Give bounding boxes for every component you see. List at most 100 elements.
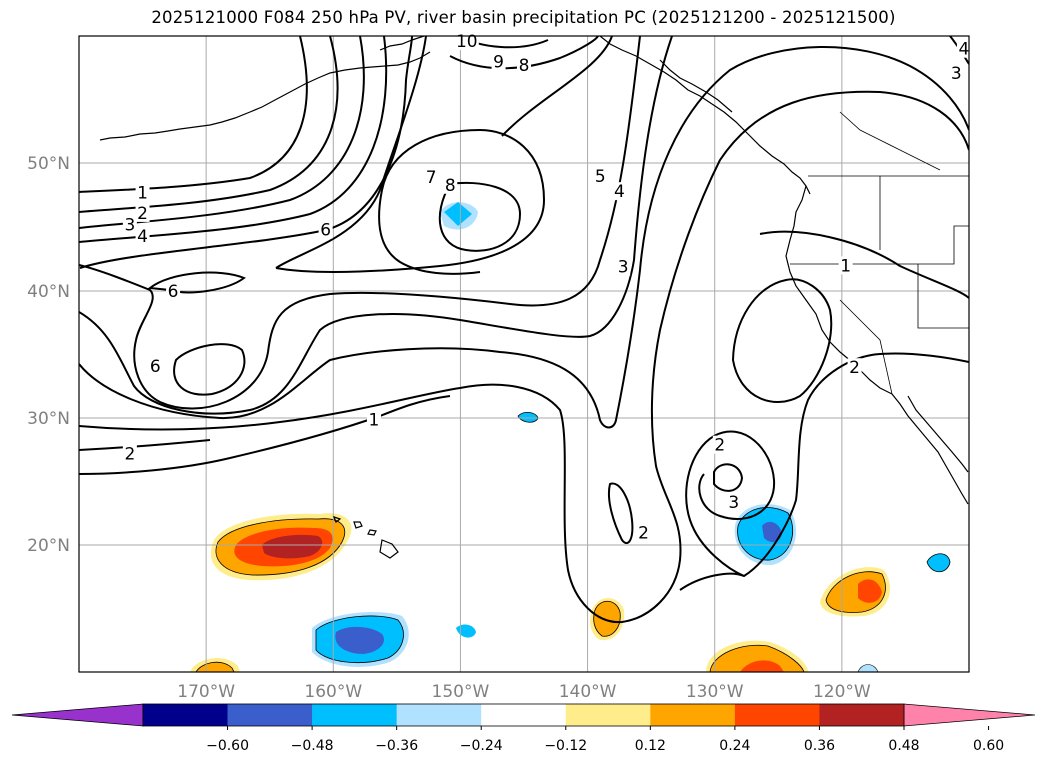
contour-label: 2 (714, 436, 725, 456)
colorbar-bin (312, 704, 397, 726)
precip-region (444, 202, 472, 226)
contour-label: 7 (426, 168, 437, 188)
colorbar-tick-label: 0.24 (719, 738, 750, 754)
contour-label-bg (135, 183, 150, 202)
precip-region (262, 534, 323, 559)
contour-label: 9 (493, 52, 504, 72)
contour-label: 5 (595, 167, 606, 187)
colorbar-tick-label: 0.12 (635, 738, 666, 754)
contour-label-bg (847, 358, 862, 377)
contour-label-bg (122, 215, 137, 234)
colorbar-tick-label: −0.48 (291, 738, 334, 754)
colorbar-tick-label: −0.24 (460, 738, 503, 754)
contour-label: 6 (150, 357, 161, 377)
contour-label: 8 (519, 56, 530, 76)
longitude-tick-labels: 170°W 160°W 150°W 140°W 130°W 120°W (177, 682, 871, 702)
colorbar-tick-label: −0.36 (375, 738, 418, 754)
lon-tick-label: 150°W (432, 682, 490, 702)
contour-label: 2 (638, 523, 649, 543)
contour-label: 3 (728, 493, 739, 513)
precip-region (926, 553, 951, 573)
precip-region (740, 660, 784, 672)
lon-tick-label: 130°W (686, 682, 744, 702)
colorbar-tick-label: 0.36 (804, 738, 835, 754)
contour-label-bg (712, 435, 727, 454)
colorbar-extend-low (11, 703, 144, 727)
gridlines (79, 36, 969, 672)
lon-tick-label: 140°W (559, 682, 617, 702)
contour-label: 2 (124, 445, 135, 465)
contour-label-bg (135, 226, 150, 245)
contour-label: 1 (840, 256, 851, 276)
map-frame (78, 35, 970, 673)
contour-label: 6 (320, 221, 331, 241)
colorbar-bin (143, 704, 228, 726)
contour-label: 3 (618, 258, 629, 278)
colorbar-bin (565, 704, 651, 726)
lat-tick-label: 40°N (27, 282, 70, 302)
colorbar-tick-label: −0.12 (544, 738, 587, 754)
contour-label-bg (517, 56, 531, 75)
precip-region (335, 626, 384, 654)
precip-region (195, 661, 235, 672)
contour-label-bg (366, 410, 381, 429)
precip-region (456, 624, 476, 638)
contour-label-bg (148, 356, 163, 375)
contour-label: 8 (445, 176, 456, 196)
colorbar-tick-label: 0.48 (888, 738, 919, 754)
lon-tick-label: 170°W (177, 682, 235, 702)
contour-label: 2 (137, 204, 148, 224)
contour-label: 4 (614, 182, 625, 202)
contour-label: 3 (124, 215, 135, 235)
contour-label-bg (616, 257, 631, 276)
precip-region (517, 412, 539, 423)
colorbar-bin (734, 704, 820, 726)
colorbar-bin (227, 704, 313, 726)
contour-label: 6 (168, 282, 179, 302)
contour-label-bg (122, 444, 137, 463)
chart-title: 2025121000 F084 250 hPa PV, river basin … (151, 8, 896, 27)
lat-tick-label: 30°N (27, 409, 70, 429)
pv-contours (79, 36, 969, 624)
contour-label-bg (318, 220, 333, 239)
coastlines (99, 36, 969, 559)
contour-label-bg (636, 523, 651, 542)
precip-region (593, 600, 621, 637)
contour-label-bg (949, 63, 964, 82)
contour-label-bg (593, 166, 608, 185)
contour-label: 3 (951, 64, 962, 84)
colorbar-bin (481, 704, 567, 726)
contour-label: 10 (456, 32, 478, 52)
precip-region (709, 644, 805, 672)
colorbar-tick-label: 0.60 (973, 738, 1004, 754)
colorbar: −0.60 −0.48 −0.36 −0.24 −0.12 0.12 0.24 0.36 0.4… (11, 703, 1036, 754)
lon-tick-label: 160°W (304, 682, 362, 702)
precip-region (762, 521, 782, 543)
colorbar-bin (396, 704, 482, 726)
contour-label-bg (166, 282, 181, 300)
colorbar-bin (650, 704, 736, 726)
latitude-tick-labels: 20°N 30°N 40°N 50°N (27, 154, 70, 556)
contour-label-bg (443, 175, 458, 194)
colorbar-frame (142, 703, 905, 727)
colorbar-extend-high (903, 703, 1036, 727)
contour-label: 1 (369, 410, 380, 430)
lon-tick-label: 120°W (813, 682, 871, 702)
contour-label-bg (726, 492, 741, 511)
precipitation-shading (190, 202, 951, 672)
contour-label-bg (612, 182, 627, 201)
precip-region (858, 579, 882, 603)
colorbar-tick-label: −0.60 (206, 738, 249, 754)
contour-label: 4 (137, 227, 148, 247)
lat-tick-label: 50°N (27, 154, 70, 174)
colorbar-bin (819, 704, 905, 726)
lat-tick-label: 20°N (27, 536, 70, 556)
contour-label-bg (838, 256, 853, 275)
contour-label: 4 (959, 40, 970, 60)
contour-label-bg (491, 52, 506, 71)
precip-region (857, 664, 879, 672)
contour-label: 2 (849, 358, 860, 378)
contour-label-bg (135, 203, 150, 222)
